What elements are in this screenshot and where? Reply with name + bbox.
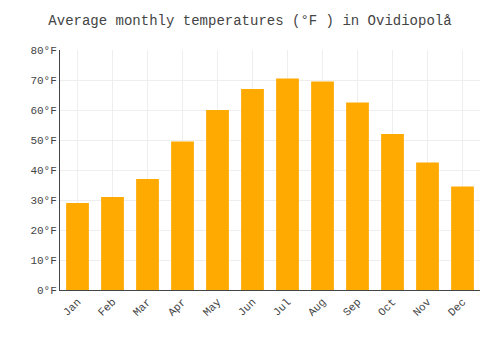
svg-text:60°F: 60°F <box>30 105 56 117</box>
svg-text:Sep: Sep <box>341 296 363 318</box>
svg-text:30°F: 30°F <box>30 195 56 207</box>
svg-text:70°F: 70°F <box>30 75 56 87</box>
svg-text:10°F: 10°F <box>30 255 56 267</box>
svg-text:20°F: 20°F <box>30 225 56 237</box>
svg-text:May: May <box>201 296 224 319</box>
svg-text:Average monthly temperatures (: Average monthly temperatures (°F ) in Ov… <box>48 13 451 29</box>
svg-text:Dec: Dec <box>446 296 468 318</box>
svg-text:0°F: 0°F <box>37 285 57 297</box>
svg-text:Feb: Feb <box>96 296 118 318</box>
svg-text:Jun: Jun <box>236 296 258 318</box>
svg-text:Oct: Oct <box>376 296 398 318</box>
svg-text:Apr: Apr <box>166 296 188 318</box>
svg-text:Jul: Jul <box>271 296 293 318</box>
svg-text:Mar: Mar <box>131 296 153 318</box>
svg-text:80°F: 80°F <box>30 45 56 57</box>
svg-text:50°F: 50°F <box>30 135 56 147</box>
svg-text:40°F: 40°F <box>30 165 56 177</box>
svg-text:Jan: Jan <box>61 296 83 318</box>
svg-text:Nov: Nov <box>411 296 434 319</box>
svg-text:Aug: Aug <box>306 296 328 318</box>
